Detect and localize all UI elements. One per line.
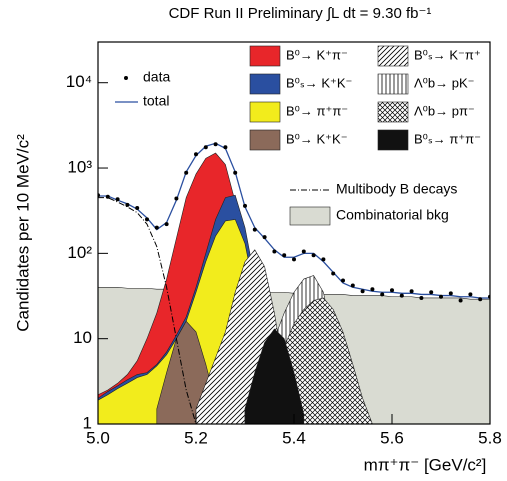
data-point (350, 283, 355, 288)
legend-label: B⁰→ K⁺π⁻ (286, 47, 348, 62)
x-axis-label: mπ⁺π⁻ [GeV/c²] (364, 455, 487, 474)
data-point (301, 249, 306, 254)
legend-label: Multibody B decays (336, 181, 457, 197)
data-point (115, 197, 120, 202)
plot-area (98, 142, 490, 424)
data-point (272, 249, 277, 254)
chart-title: CDF Run II Preliminary ∫L dt = 9.30 fb⁻¹ (169, 5, 432, 22)
axes: 5.0 5.2 5.4 5.6 5.8 1 10 10² 10³ 10⁴ (66, 72, 502, 447)
data-point (419, 295, 424, 300)
data-point (135, 206, 140, 211)
data-point (203, 145, 208, 150)
data-point (243, 203, 247, 208)
legend-label: Combinatorial bkg (336, 207, 449, 223)
data-point (311, 253, 316, 258)
data-point (341, 278, 345, 283)
data-point (331, 271, 336, 276)
legend-label: B⁰ₛ→ K⁻π⁺ (414, 47, 481, 62)
legend-swatch (249, 101, 281, 123)
legend-label: Λ⁰b→ pK⁻ (414, 75, 475, 90)
legend-label: B⁰→ π⁺π⁻ (286, 103, 348, 118)
data-point (429, 290, 434, 295)
data-point (370, 287, 375, 292)
legend-swatch (377, 101, 409, 123)
data-point (223, 145, 228, 150)
data-point (213, 142, 218, 147)
legend-label: data (143, 69, 170, 85)
data-point (399, 293, 404, 298)
legend: B⁰→ K⁺π⁻ B⁰ₛ→ K⁺K⁻ B⁰→ π⁺π⁻ B⁰→ K⁺K⁻ B⁰ₛ→ K⁻… (115, 45, 481, 226)
data-point (409, 289, 414, 294)
data-point (468, 292, 473, 297)
legend-swatch (377, 73, 409, 95)
legend-swatch (377, 45, 409, 67)
legend-swatch (377, 129, 409, 151)
data-point (174, 196, 179, 201)
data-point (282, 253, 287, 258)
line (98, 197, 197, 424)
legend-swatch (124, 76, 128, 80)
data-point (125, 202, 130, 207)
y-tick-label: 1 (83, 413, 92, 432)
y-tick-label: 10⁴ (66, 72, 92, 91)
x-tick-label: 5.2 (184, 428, 208, 447)
y-axis-label: Candidates per 10 MeV/c² (13, 134, 32, 332)
data-point (458, 298, 463, 303)
data-point (164, 222, 169, 227)
data-point (252, 227, 257, 232)
legend-label: Λ⁰b→ pπ⁻ (414, 103, 475, 118)
data-point (360, 289, 365, 294)
data-point (262, 235, 267, 240)
legend-swatch (249, 45, 281, 67)
line (98, 142, 490, 299)
data-point (478, 297, 483, 302)
data-point (105, 194, 110, 199)
y-tick-label: 10 (73, 328, 92, 347)
legend-swatch (289, 206, 331, 226)
data-point (390, 288, 394, 293)
data-point (194, 152, 198, 157)
y-tick-label: 10³ (67, 158, 92, 177)
data-point (321, 257, 326, 262)
data-point (439, 294, 443, 299)
legend-swatch (249, 73, 281, 95)
x-tick-label: 5.6 (380, 428, 404, 447)
data-point (448, 291, 453, 296)
data-point (154, 225, 159, 230)
area (244, 328, 305, 424)
data-point (233, 170, 238, 175)
legend-label: total (143, 93, 169, 109)
data-point (292, 257, 296, 262)
legend-label: B⁰ₛ→ π⁺π⁻ (414, 131, 481, 146)
data-point (145, 217, 149, 222)
legend-label: B⁰→ K⁺K⁻ (286, 131, 348, 146)
y-tick-label: 10² (67, 243, 92, 262)
data-point (184, 170, 189, 175)
legend-swatch (249, 129, 281, 151)
x-tick-label: 5.0 (86, 428, 110, 447)
x-tick-label: 5.4 (282, 428, 306, 447)
data-point (380, 292, 385, 297)
x-tick-label: 5.8 (478, 428, 502, 447)
legend-label: B⁰ₛ→ K⁺K⁻ (286, 75, 352, 90)
